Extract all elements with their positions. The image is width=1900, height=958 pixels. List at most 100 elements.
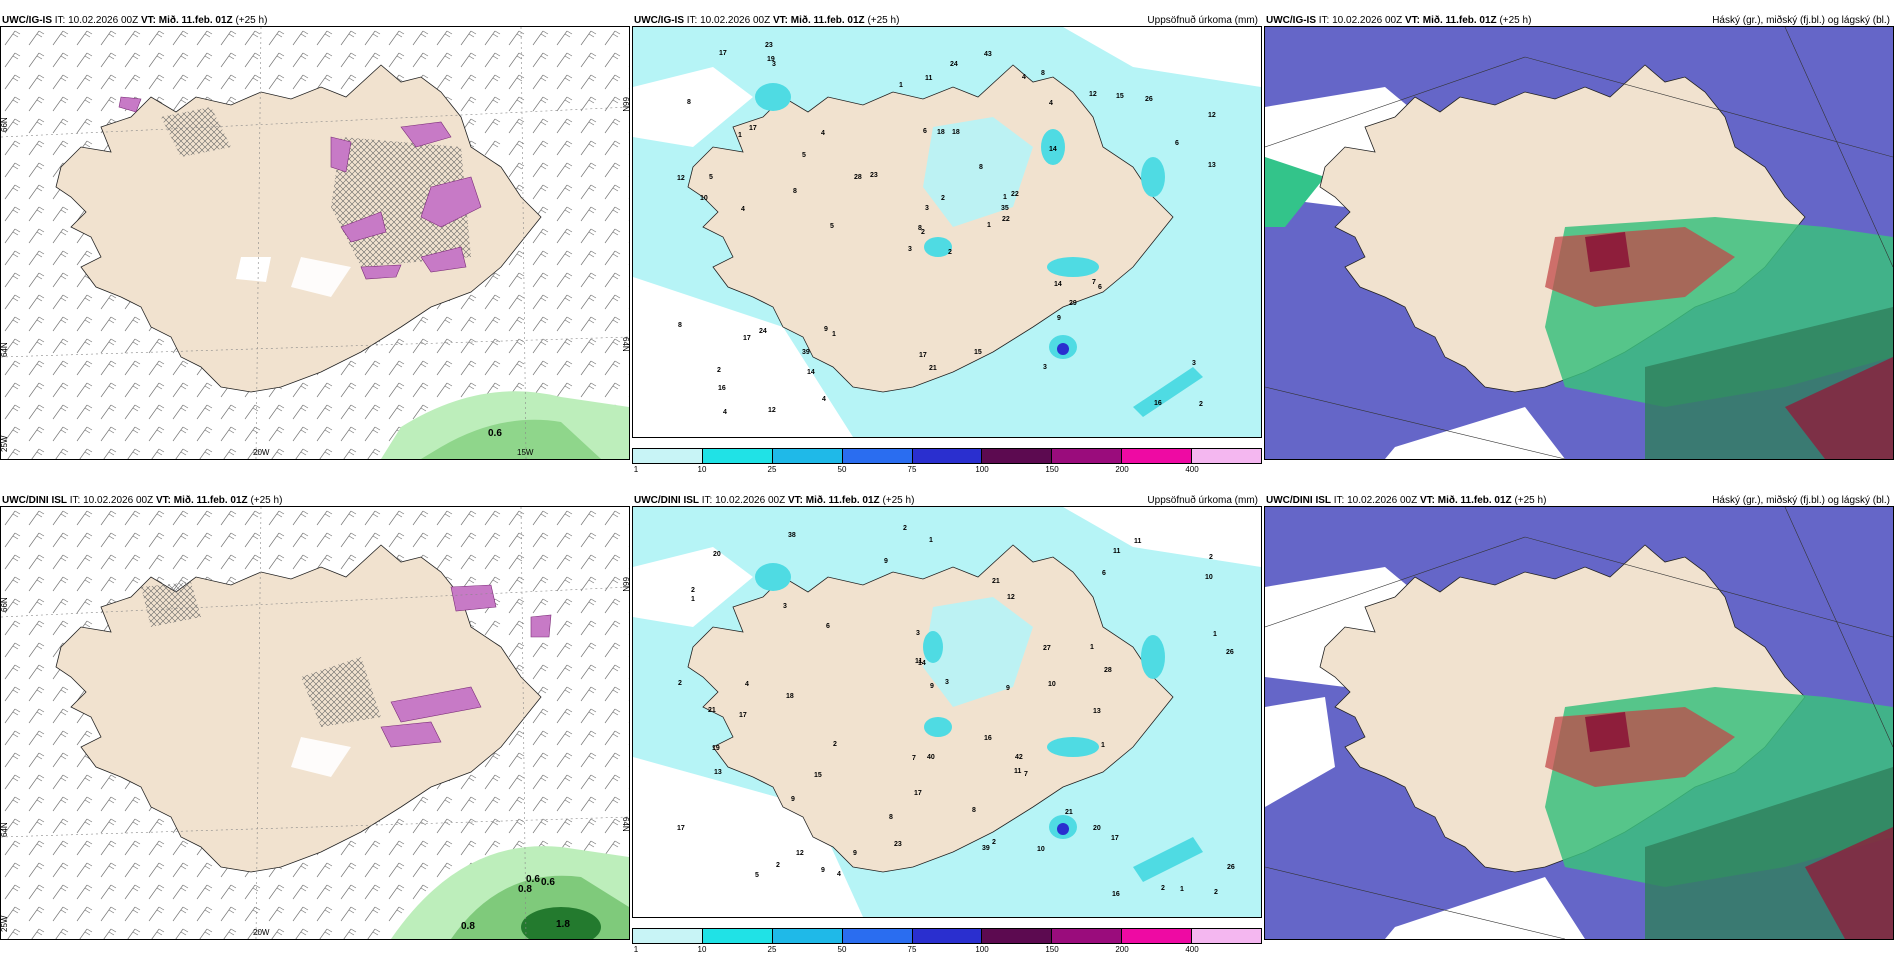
precip-number-label: 5 bbox=[802, 152, 806, 159]
map-precip-dini[interactable]: 2 1 1 2 2 2 17 12 3 11 3 1 2 1 3 9 2 21 16 17 21 17 10 14 12 9 42 3… bbox=[632, 506, 1262, 918]
panel-wind-dini: UWC/DINI ISL IT: 10.02.2026 00Z VT: Mið.… bbox=[0, 492, 630, 940]
colorbar-swatch bbox=[633, 929, 703, 943]
precip-number-label: 42 bbox=[1015, 754, 1023, 761]
precip-number-label: 1 bbox=[929, 537, 933, 544]
precip-number-label: 7 bbox=[912, 755, 916, 762]
precip-number-label: 19 bbox=[712, 745, 720, 752]
precip-number-label: 1 bbox=[1213, 631, 1217, 638]
colorbar-swatch bbox=[912, 449, 983, 463]
colorbar-swatch bbox=[772, 449, 843, 463]
precip-number-label: 2 bbox=[941, 195, 945, 202]
precip-number-label: 1 bbox=[899, 82, 903, 89]
precip-title: Uppsöfnuð úrkoma (mm) bbox=[1147, 15, 1258, 26]
precip-number-label: 11 bbox=[915, 658, 923, 665]
precip-number-label: 39 bbox=[982, 845, 990, 852]
precip-number-label: 6 bbox=[1102, 570, 1106, 577]
precip-number-label: 6 bbox=[826, 623, 830, 630]
map-precip-igis[interactable]: 2 1 2 2 1 1 8 18 4 1 3 2 4 12 3 14 12 6 8 24 23 16 14 18 22 6 17 11… bbox=[632, 26, 1262, 438]
precip-number-label: 1 bbox=[1180, 886, 1184, 893]
map-wind-dini[interactable]: 0.6 0.8 0.6 0.8 1.8 66N 64N 25W 20W 66N … bbox=[0, 506, 630, 940]
svg-text:64N: 64N bbox=[621, 337, 629, 352]
precip-number-label: 18 bbox=[952, 129, 960, 136]
precip-number-label: 11 bbox=[925, 75, 933, 82]
precip-number-label: 20 bbox=[1093, 825, 1101, 832]
precip-number-label: 23 bbox=[870, 172, 878, 179]
precip-number-label: 1 bbox=[691, 596, 695, 603]
precip-number-label: 24 bbox=[950, 61, 958, 68]
precip-number-label: 12 bbox=[677, 175, 685, 182]
precip-number-label: 6 bbox=[1098, 284, 1102, 291]
colorbar-swatch bbox=[1122, 449, 1193, 463]
precip-number-label: 17 bbox=[743, 335, 751, 342]
precip-number-label: 2 bbox=[1214, 889, 1218, 896]
precip-number-label: 14 bbox=[807, 369, 815, 376]
panel-cloud-igis: UWC/IG-IS IT: 10.02.2026 00Z VT: Mið. 11… bbox=[1264, 12, 1894, 460]
colorbar-label: 150 bbox=[1045, 465, 1059, 474]
precip-number-label: 13 bbox=[1093, 708, 1101, 715]
precip-number-label: 3 bbox=[1192, 360, 1196, 367]
precip-number-label: 15 bbox=[1116, 93, 1124, 100]
precip-title: Uppsöfnuð úrkoma (mm) bbox=[1147, 495, 1258, 506]
panel-precip-igis: UWC/IG-IS IT: 10.02.2026 00Z VT: Mið. 11… bbox=[632, 12, 1262, 474]
precip-number-label: 21 bbox=[929, 365, 937, 372]
precip-number-label: 12 bbox=[796, 850, 804, 857]
map-wind-igis[interactable]: 0.6 66N 64N 25W 20W 15W 66N 64N bbox=[0, 26, 630, 460]
precip-number-label: 13 bbox=[1208, 162, 1216, 169]
panel-header: UWC/DINI ISL IT: 10.02.2026 00Z VT: Mið.… bbox=[1266, 495, 1547, 506]
colorbar-label: 100 bbox=[975, 465, 989, 474]
precip-number-label: 4 bbox=[723, 409, 727, 416]
precip-number-label: 8 bbox=[889, 814, 893, 821]
precip-number-label: 4 bbox=[745, 681, 749, 688]
panel-header: UWC/DINI ISL IT: 10.02.2026 00Z VT: Mið.… bbox=[2, 495, 283, 506]
precip-number-label: 4 bbox=[1022, 74, 1026, 81]
svg-text:64N: 64N bbox=[1, 822, 9, 837]
precip-number-labels: 2122118184132412314126824231614182261711… bbox=[677, 42, 1216, 416]
precip-number-label: 12 bbox=[768, 407, 776, 414]
colorbar-swatch bbox=[1192, 449, 1262, 463]
precip-number-label: 4 bbox=[837, 871, 841, 878]
precip-number-label: 9 bbox=[884, 558, 888, 565]
precip-number-label: 1 bbox=[1003, 194, 1007, 201]
precip-number-label: 11 bbox=[1014, 768, 1022, 775]
precip-number-label: 17 bbox=[919, 352, 927, 359]
precip-number-label: 17 bbox=[719, 50, 727, 57]
precip-number-label: 3 bbox=[772, 61, 776, 68]
precip-number-label: 14 bbox=[918, 660, 926, 667]
precip-number-label: 12 bbox=[1007, 594, 1015, 601]
precip-number-label: 17 bbox=[739, 712, 747, 719]
precip-number-label: 1 bbox=[987, 222, 991, 229]
precip-number-label: 16 bbox=[718, 385, 726, 392]
colorbar-swatch bbox=[1052, 929, 1123, 943]
precip-number-label: 6 bbox=[1175, 140, 1179, 147]
colorbar-label: 10 bbox=[697, 465, 707, 474]
precip-number-label: 23 bbox=[894, 841, 902, 848]
panel-wind-igis: UWC/IG-IS IT: 10.02.2026 00Z VT: Mið. 11… bbox=[0, 12, 630, 460]
precip-number-label: 20 bbox=[713, 551, 721, 558]
precip-number-label: 2 bbox=[1161, 885, 1165, 892]
precip-number-label: 17 bbox=[749, 125, 757, 132]
precip-colorbar: 1 10 25 50 75 100 150 200 400 bbox=[632, 448, 1262, 478]
colorbar-label: 50 bbox=[837, 465, 847, 474]
precip-number-label: 8 bbox=[793, 188, 797, 195]
map-cloud-igis[interactable] bbox=[1264, 26, 1894, 460]
precip-number-label: 2 bbox=[717, 367, 721, 374]
precip-number-label: 5 bbox=[755, 872, 759, 879]
svg-text:66N: 66N bbox=[1, 597, 9, 612]
cloud-title: Háský (gr.), miðský (fj.bl.) og lágský (… bbox=[1712, 495, 1890, 506]
panel-header: UWC/IG-IS IT: 10.02.2026 00Z VT: Mið. 11… bbox=[2, 15, 268, 26]
colorbar-swatch bbox=[912, 929, 983, 943]
precip-number-label: 3 bbox=[908, 246, 912, 253]
panel-header: UWC/IG-IS IT: 10.02.2026 00Z VT: Mið. 11… bbox=[634, 15, 900, 26]
map-cloud-dini[interactable] bbox=[1264, 506, 1894, 940]
precip-number-label: 24 bbox=[759, 328, 767, 335]
panel-header: UWC/IG-IS IT: 10.02.2026 00Z VT: Mið. 11… bbox=[1266, 15, 1532, 26]
panel-precip-dini: UWC/DINI ISL IT: 10.02.2026 00Z VT: Mið.… bbox=[632, 492, 1262, 954]
svg-text:0.8: 0.8 bbox=[518, 884, 532, 895]
precip-number-label: 3 bbox=[916, 630, 920, 637]
precip-number-label: 3 bbox=[945, 679, 949, 686]
svg-text:66N: 66N bbox=[621, 97, 629, 112]
precip-number-label: 15 bbox=[974, 349, 982, 356]
precip-number-label: 18 bbox=[786, 693, 794, 700]
svg-text:66N: 66N bbox=[621, 577, 629, 592]
precip-number-label: 26 bbox=[1226, 649, 1234, 656]
